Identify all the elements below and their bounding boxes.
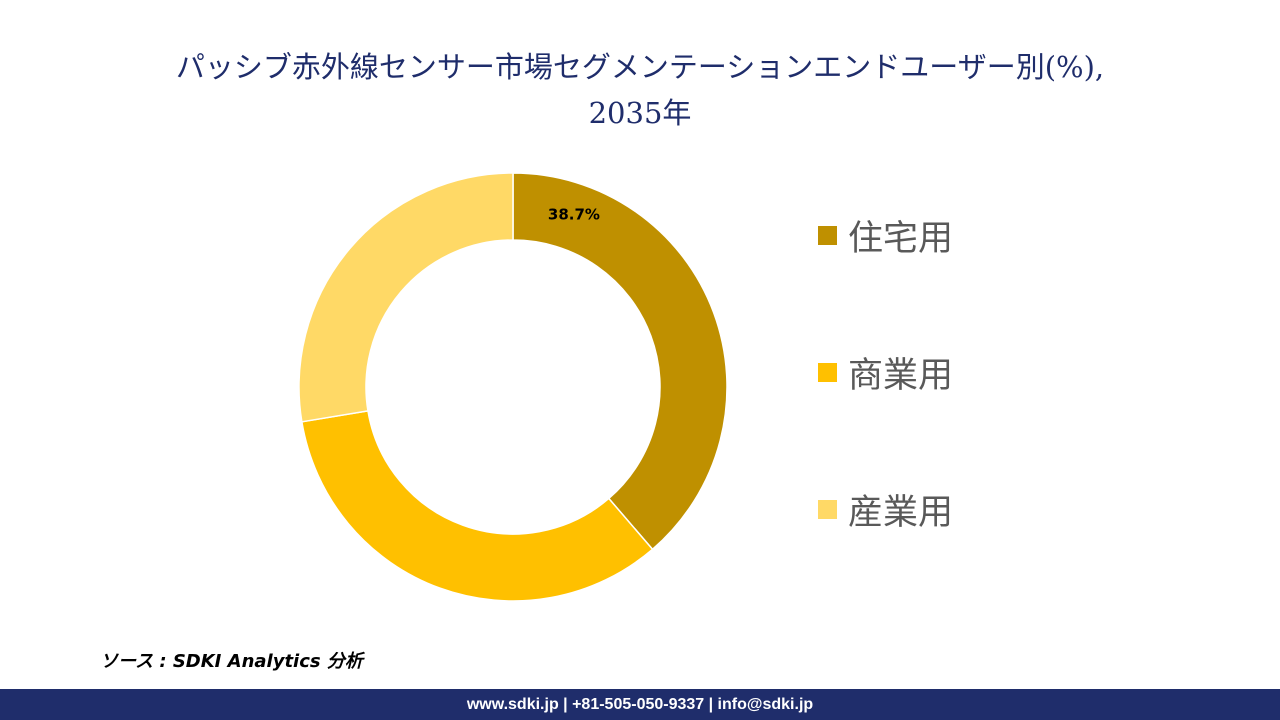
legend-swatch-3 bbox=[818, 500, 837, 519]
legend-label-3: 産業用 bbox=[848, 493, 954, 533]
donut-slice-2 bbox=[300, 410, 654, 602]
legend-item-3: 産業用 bbox=[818, 484, 953, 535]
footer-contact: www.sdki.jp | +81-505-050-9337 | info@sd… bbox=[466, 696, 814, 713]
legend-label-2: 商業用 bbox=[848, 356, 954, 396]
legend-item-1: 住宅用 bbox=[818, 210, 953, 261]
donut-slice-3 bbox=[298, 172, 514, 423]
legend-swatch-1 bbox=[818, 226, 837, 245]
chart-title: パッシブ赤外線センサー市場セグメンテーションエンドユーザー別(%), 2035年 bbox=[0, 44, 1280, 136]
donut-slice-1 bbox=[512, 172, 728, 551]
footer-bar: www.sdki.jp | +81-505-050-9337 | info@sd… bbox=[0, 689, 1280, 720]
chart-title-line-2: 2035年 bbox=[588, 96, 692, 130]
chart-title-line-1: パッシブ赤外線センサー市場セグメンテーションエンドユーザー別(%), bbox=[175, 50, 1105, 84]
data-label-1: 38.7% bbox=[548, 205, 600, 223]
source-note: ソース : SDKI Analytics 分析 bbox=[100, 651, 363, 672]
legend-swatch-2 bbox=[818, 363, 837, 382]
legend-item-2: 商業用 bbox=[818, 347, 953, 398]
legend-label-1: 住宅用 bbox=[848, 219, 954, 259]
